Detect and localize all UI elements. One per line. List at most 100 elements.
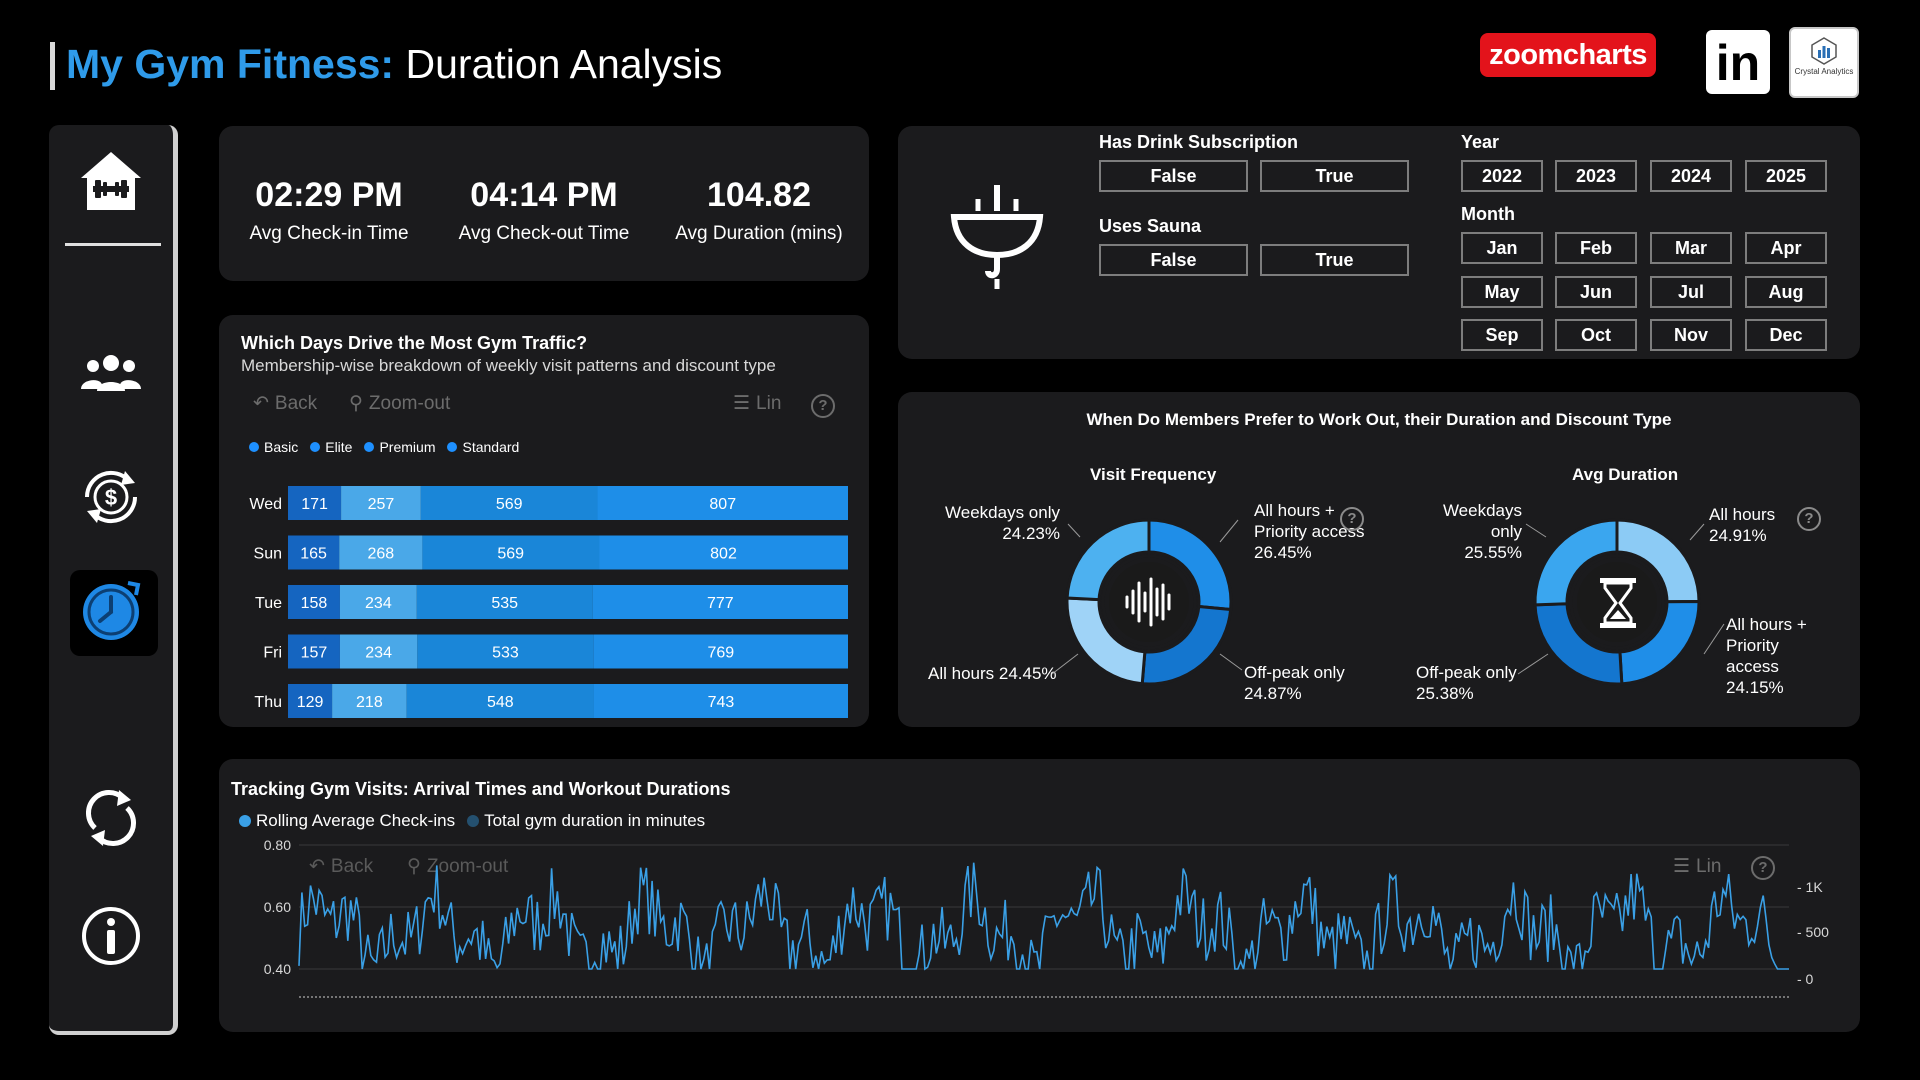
bar-segment-standard[interactable] [597, 486, 848, 520]
bar-category-label: Fri [263, 645, 282, 662]
month-jan-button[interactable]: Jan [1461, 232, 1543, 264]
sidebar-item-reset[interactable] [49, 788, 173, 848]
legend-item-elite[interactable]: Elite [310, 439, 352, 455]
year-2024-button[interactable]: 2024 [1650, 160, 1732, 192]
line-lin-button[interactable]: ☰ Lin [1673, 855, 1721, 878]
month-mar-button[interactable]: Mar [1650, 232, 1732, 264]
hourglass-icon [1600, 578, 1636, 628]
sidebar-item-duration[interactable] [49, 577, 173, 643]
bar-segment-elite[interactable] [332, 684, 407, 718]
bar-value-label: 769 [707, 645, 734, 662]
label-line: Off-peak only [1416, 663, 1517, 682]
duration-help-icon[interactable]: ? [1797, 507, 1821, 531]
bar-segment-elite[interactable] [339, 585, 417, 619]
bar-segment-standard[interactable] [599, 535, 848, 570]
month-feb-button[interactable]: Feb [1555, 232, 1637, 264]
line-lin-label: Lin [1696, 855, 1722, 877]
visit-help-icon[interactable]: ? [1340, 507, 1364, 531]
legend-label-rolling-avg: Rolling Average Check-ins [256, 811, 456, 830]
bar-segment-premium[interactable] [416, 585, 593, 619]
avg-duration-title: Avg Duration [1572, 465, 1679, 484]
bar-value-label: 777 [707, 595, 734, 612]
bar-segment-elite[interactable] [341, 486, 421, 520]
legend-item-standard[interactable]: Standard [447, 439, 519, 455]
bar-segment-elite[interactable] [339, 634, 418, 669]
gym-visits-line-chart[interactable]: 0.80 0.60 0.40 - 1K - 500 - 0 [219, 837, 1860, 1027]
linkedin-logo[interactable]: in [1706, 30, 1770, 94]
bar-segment-basic[interactable] [288, 486, 342, 520]
year-2022-button[interactable]: 2022 [1461, 160, 1543, 192]
rolling-average-line[interactable] [298, 862, 1789, 971]
sidebar-item-members[interactable] [49, 353, 173, 393]
month-nov-button[interactable]: Nov [1650, 319, 1732, 351]
bar-value-label: 129 [297, 694, 324, 711]
kpi-duration-value: 104.82 [707, 176, 811, 214]
sidebar-item-info[interactable] [49, 905, 173, 967]
duration-allhours-priority-label: All hours + Priority access 24.15% [1726, 614, 1807, 698]
kpi-duration-label: Avg Duration (mins) [675, 223, 843, 244]
bar-segment-premium[interactable] [420, 486, 598, 520]
back-arrow-icon: ↶ [309, 856, 325, 877]
month-aug-button[interactable]: Aug [1745, 276, 1827, 308]
donut-slice[interactable] [1065, 518, 1151, 602]
back-arrow-icon: ↶ [253, 393, 269, 414]
legend-item-basic[interactable]: Basic [249, 439, 298, 455]
bar-segment-premium[interactable] [417, 634, 594, 669]
year-2025-button[interactable]: 2025 [1745, 160, 1827, 192]
crystal-logo-text: Crystal Analytics [1794, 67, 1854, 76]
bar-segment-elite[interactable] [339, 535, 423, 570]
year-filter-label: Year [1461, 132, 1500, 152]
line-help-icon[interactable]: ? [1751, 856, 1775, 880]
month-oct-button[interactable]: Oct [1555, 319, 1637, 351]
crystal-analytics-logo[interactable]: Crystal Analytics [1789, 27, 1859, 98]
bar-zoom-out-button[interactable]: ⚲ Zoom-out [349, 392, 450, 415]
left-axis-tick: 0.40 [264, 961, 291, 977]
bar-segment-basic[interactable] [288, 535, 340, 570]
bar-segment-standard[interactable] [593, 684, 848, 718]
bar-segment-standard[interactable] [592, 585, 848, 619]
month-apr-button[interactable]: Apr [1745, 232, 1827, 264]
donut-slice[interactable] [1533, 518, 1619, 607]
sauna-true-button[interactable]: True [1260, 244, 1409, 276]
weekday-chart-subtitle: Membership-wise breakdown of weekly visi… [241, 356, 776, 375]
label-line: Priority access [1254, 522, 1365, 541]
bar-segment-basic[interactable] [288, 634, 340, 669]
weekday-stacked-bar-chart[interactable]: Wed 171 257 569 807 Sun 165 268 569 802 Tue 158 234 5… [219, 455, 869, 725]
legend-item-premium[interactable]: Premium [364, 439, 435, 455]
bar-category-label: Sun [254, 546, 282, 563]
bar-lin-button[interactable]: ☰ Lin [733, 392, 781, 415]
bar-help-icon[interactable]: ? [811, 394, 835, 418]
bar-segment-premium[interactable] [422, 535, 600, 570]
zoomcharts-logo[interactable]: zoomcharts [1480, 33, 1656, 77]
sauna-false-button[interactable]: False [1099, 244, 1248, 276]
drink-true-button[interactable]: True [1260, 160, 1409, 192]
month-jun-button[interactable]: Jun [1555, 276, 1637, 308]
month-dec-button[interactable]: Dec [1745, 319, 1827, 351]
line-back-button[interactable]: ↶ Back [309, 855, 373, 878]
bar-segment-basic[interactable] [288, 684, 333, 718]
legend-label-standard: Standard [462, 439, 520, 455]
drink-false-button[interactable]: False [1099, 160, 1248, 192]
month-sep-button[interactable]: Sep [1461, 319, 1543, 351]
bar-value-label: 569 [497, 546, 524, 563]
legend-item-rolling-avg[interactable]: Rolling Average Check-ins [239, 811, 455, 831]
label-line: 25.55% [1464, 543, 1522, 562]
visit-frequency-donut[interactable] [1061, 514, 1237, 690]
legend-item-duration[interactable]: Total gym duration in minutes [467, 811, 705, 831]
bar-segment-standard[interactable] [593, 634, 848, 669]
month-may-button[interactable]: May [1461, 276, 1543, 308]
bar-back-button[interactable]: ↶ Back [253, 392, 317, 415]
right-axis-tick: - 0 [1797, 971, 1814, 987]
visit-weekdays-label: Weekdays only 24.23% [938, 502, 1060, 544]
line-zoom-out-button[interactable]: ⚲ Zoom-out [407, 855, 508, 878]
legend-dot [239, 815, 251, 827]
year-2023-button[interactable]: 2023 [1555, 160, 1637, 192]
bar-segment-basic[interactable] [288, 585, 340, 619]
month-jul-button[interactable]: Jul [1650, 276, 1732, 308]
label-line: Weekdays only [945, 503, 1060, 522]
bar-segment-premium[interactable] [406, 684, 594, 718]
sidebar-item-revenue[interactable]: $ [49, 463, 173, 531]
label-line: All hours [1709, 505, 1776, 524]
sidebar-item-home[interactable] [49, 150, 173, 212]
label-line: 24.23% [1002, 524, 1060, 543]
